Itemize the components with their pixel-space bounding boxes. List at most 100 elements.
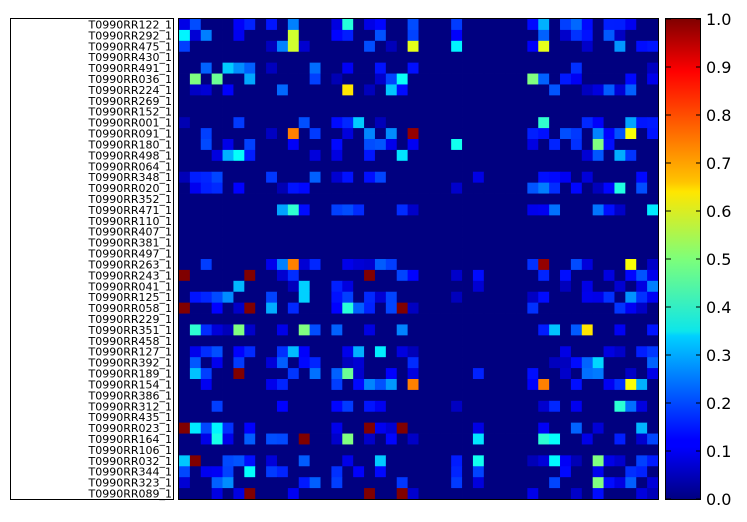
heatmap-cell (320, 149, 332, 162)
heatmap-cell (233, 477, 245, 489)
heatmap-cell (222, 422, 234, 434)
heatmap-cell (244, 29, 256, 42)
heatmap-cell (244, 313, 256, 325)
heatmap-cell (603, 302, 615, 314)
heatmap-cell (527, 40, 539, 53)
heatmap-cell (331, 335, 343, 347)
heatmap-cell (440, 139, 452, 151)
heatmap-cell (549, 193, 561, 205)
heatmap-cell (472, 368, 485, 380)
heatmap-cell (222, 204, 234, 216)
heatmap-cell (385, 84, 398, 96)
heatmap-cell (211, 215, 223, 227)
heatmap-cell (396, 226, 409, 238)
heatmap-cell (483, 488, 496, 500)
heatmap-cell (462, 226, 474, 238)
heatmap-cell (211, 139, 223, 151)
heatmap-cell (353, 389, 365, 402)
heatmap-cell (244, 400, 256, 413)
heatmap-cell (266, 62, 278, 74)
heatmap-cell (603, 128, 615, 140)
heatmap-cell (189, 139, 202, 151)
heatmap-cell (385, 19, 398, 31)
heatmap-cell (200, 259, 213, 271)
heatmap-cell (647, 128, 659, 140)
heatmap-cell (255, 226, 267, 238)
heatmap-cell (211, 444, 223, 456)
heatmap-cell (494, 444, 506, 456)
heatmap-cell (200, 226, 213, 238)
heatmap-cell (549, 117, 561, 129)
heatmap-cell (440, 259, 452, 271)
heatmap-cell (287, 139, 300, 151)
heatmap-cell (364, 182, 376, 194)
heatmap-cell (494, 259, 506, 271)
heatmap-cell (374, 335, 387, 347)
heatmap-cell (342, 324, 354, 336)
heatmap-cell (462, 95, 474, 107)
heatmap-cell (211, 204, 223, 216)
row-label: T0990RR243_1 (88, 269, 173, 282)
heatmap-cell (538, 368, 550, 380)
heatmap-cell (483, 269, 496, 282)
heatmap-cell (255, 62, 267, 74)
heatmap-cell (309, 259, 321, 271)
heatmap-cell (385, 29, 398, 42)
heatmap-cell (494, 411, 506, 424)
heatmap-cell (472, 379, 485, 391)
heatmap-cell (211, 324, 223, 336)
heatmap-cell (462, 139, 474, 151)
heatmap-cell (570, 19, 583, 31)
row-label: T0990RR263_1 (88, 258, 173, 271)
heatmap-cell (364, 466, 376, 478)
heatmap-cell (549, 128, 561, 140)
heatmap-cell (266, 171, 278, 184)
heatmap-cell (636, 117, 648, 129)
heatmap-cell (472, 259, 485, 271)
heatmap-cell (636, 291, 648, 304)
heatmap-cell (298, 62, 311, 74)
heatmap-cell (603, 444, 615, 456)
heatmap-cell (244, 215, 256, 227)
heatmap-cell (189, 51, 202, 64)
heatmap-cell (549, 466, 561, 478)
heatmap-cell (385, 171, 398, 184)
heatmap-cell (549, 313, 561, 325)
heatmap-cell (233, 488, 245, 500)
heatmap-cell (603, 149, 615, 162)
heatmap-cell (222, 335, 234, 347)
heatmap-cell (266, 95, 278, 107)
heatmap-cell (516, 106, 528, 118)
heatmap-cell (233, 313, 245, 325)
heatmap-cell (625, 73, 637, 85)
heatmap-cell (364, 346, 376, 358)
heatmap-cell (592, 313, 604, 325)
heatmap-cell (320, 280, 332, 293)
heatmap-cell (374, 433, 387, 445)
heatmap-cell (309, 139, 321, 151)
heatmap-cell (244, 171, 256, 184)
heatmap-cell (200, 19, 213, 31)
heatmap-cell (538, 280, 550, 293)
heatmap-cell (549, 84, 561, 96)
heatmap-cell (266, 160, 278, 173)
heatmap-cell (451, 226, 463, 238)
heatmap-cell (276, 368, 289, 380)
heatmap-cell (179, 302, 191, 314)
heatmap-cell (364, 291, 376, 304)
heatmap-cell (451, 106, 463, 118)
heatmap-cell (538, 433, 550, 445)
heatmap-cell (581, 269, 594, 282)
heatmap-cell (505, 444, 517, 456)
heatmap-cell (374, 389, 387, 402)
row-label: T0990RR001_1 (88, 117, 173, 130)
heatmap-cell (222, 324, 234, 336)
heatmap-cell (276, 280, 289, 293)
heatmap-cell (179, 19, 191, 31)
heatmap-cell (614, 477, 626, 489)
heatmap-cell (581, 335, 594, 347)
heatmap-cell (614, 160, 626, 173)
heatmap-cell (647, 248, 659, 260)
heatmap-cell (364, 433, 376, 445)
heatmap-cell (331, 280, 343, 293)
